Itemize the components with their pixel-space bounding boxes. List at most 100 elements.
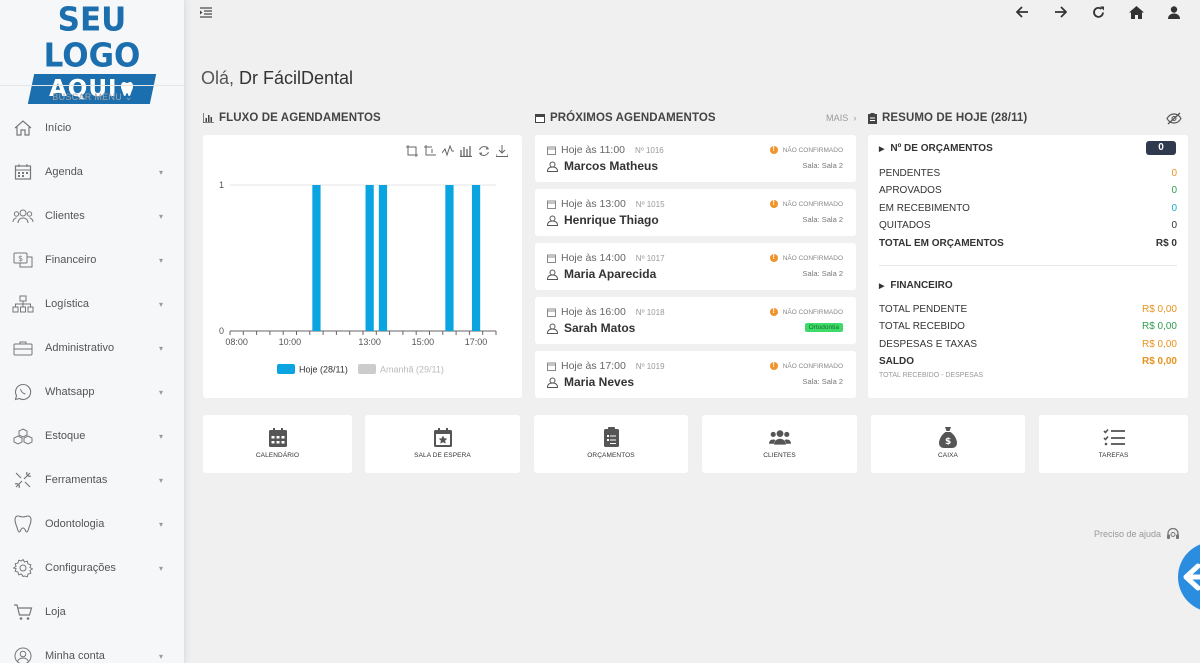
sidebar-item-logistica[interactable]: Logística ▾ [0, 282, 184, 326]
summary-row-em-recebimento: EM RECEBIMENTO 0 [879, 203, 1177, 214]
legend-label: Amanhã (29/11) [380, 365, 444, 375]
appointment-patient: Maria Neves [547, 375, 634, 389]
headset-icon [1167, 527, 1179, 539]
row-label: QUITADOS [879, 220, 931, 231]
sidebar-item-administrativo[interactable]: Administrativo ▾ [0, 326, 184, 370]
shortcut-clientes[interactable]: CLIENTES [702, 415, 857, 473]
sidebar-item-label: Odontologia [45, 518, 105, 530]
appointment-number: Nº 1019 [635, 361, 665, 371]
shortcut-sala-de-espera[interactable]: SALA DE ESPERA [365, 415, 520, 473]
mais-link[interactable]: MAIS › [826, 113, 857, 123]
sidebar-item-minha-conta[interactable]: Minha conta ▾ [0, 634, 184, 663]
appointment-time: Hoje às 14:00 Nº 1017 [547, 252, 665, 264]
appointment-card[interactable]: Hoje às 14:00 Nº 1017 Maria Aparecida ! N… [535, 243, 856, 290]
appointment-number: Nº 1017 [635, 253, 665, 263]
users-icon [768, 426, 791, 448]
alert-icon: ! [769, 308, 778, 316]
sidebar-item-loja[interactable]: Loja [0, 590, 184, 634]
greeting: Olá, Dr FácilDental [201, 68, 353, 89]
fluxo-title: FLUXO DE AGENDAMENTOS [219, 112, 381, 124]
appointment-time: Hoje às 17:00 Nº 1019 [547, 360, 665, 372]
row-label: TOTAL PENDENTE [879, 304, 968, 315]
shortcut-calendario[interactable]: CALENDÁRIO [203, 415, 352, 473]
sidebar-item-agenda[interactable]: Agenda ▾ [0, 150, 184, 194]
caret-down-icon: ▾ [158, 299, 163, 309]
home-icon[interactable] [1128, 4, 1144, 20]
alert-icon: ! [769, 362, 778, 370]
task-list-icon [1102, 426, 1125, 448]
chevron-right-icon: › [853, 113, 857, 123]
logo[interactable]: SEU LOGO AQUI [27, 1, 157, 104]
cart-icon [12, 601, 34, 623]
calendar-icon [547, 200, 556, 209]
restore-icon[interactable] [478, 145, 490, 157]
help-link[interactable]: Preciso de ajuda [1094, 527, 1180, 541]
shortcut-tarefas[interactable]: TAREFAS [1039, 415, 1188, 473]
shortcut-label: CAIXA [937, 452, 958, 459]
appointment-number: Nº 1015 [635, 199, 665, 209]
resumo-header: RESUMO DE HOJE (28/11) [868, 112, 1027, 124]
download-icon[interactable] [496, 145, 508, 157]
sidebar-item-inicio[interactable]: Início [0, 106, 184, 150]
logo-line1: SEU LOGO [43, 1, 141, 75]
orcamentos-toggle[interactable]: ▶ Nº DE ORÇAMENTOS [879, 143, 993, 154]
help-label: Preciso de ajuda [1093, 529, 1161, 539]
user-icon [547, 323, 558, 334]
fluxo-chart-card: 0 1 08:00 10:00 13:00 15:00 17:00 Hoje (28/11) A… [203, 135, 522, 398]
row-value: 0 [1171, 220, 1177, 231]
appointment-time-text: Hoje às 17:00 [561, 360, 626, 372]
row-label: EM RECEBIMENTO [879, 203, 970, 214]
appointment-status-text: NÃO CONFIRMADO [782, 200, 843, 208]
caret-down-icon: ▾ [158, 343, 163, 353]
appointment-card[interactable]: Hoje às 17:00 Nº 1019 Maria Neves ! NÃO C… [535, 351, 856, 398]
appointment-status: ! NÃO CONFIRMADO [769, 362, 843, 370]
eye-slash-icon[interactable] [1166, 112, 1182, 130]
forward-arrow-icon[interactable] [1052, 4, 1068, 20]
sidebar-item-configuracoes[interactable]: Configurações ▾ [0, 546, 184, 590]
shortcut-caixa[interactable]: $ CAIXA [871, 415, 1025, 473]
financeiro-toggle[interactable]: ▶ FINANCEIRO [879, 280, 953, 291]
zoom-reset-icon[interactable] [424, 145, 436, 157]
user-icon [547, 269, 558, 280]
sidebar-item-label: Administrativo [45, 342, 115, 354]
appointment-card[interactable]: Hoje às 13:00 Nº 1015 Henrique Thiago ! N… [535, 189, 856, 236]
appointment-status: ! NÃO CONFIRMADO [769, 254, 843, 262]
row-value: 0 [1171, 168, 1177, 179]
sidebar-item-whatsapp[interactable]: Whatsapp ▾ [0, 370, 184, 414]
sidebar-item-odontologia[interactable]: Odontologia ▾ [0, 502, 184, 546]
appointment-card[interactable]: Hoje às 16:00 Nº 1018 Sarah Matos ! NÃO C… [535, 297, 856, 344]
x-tick-label: 15:00 [412, 337, 435, 347]
line-chart-icon[interactable] [442, 145, 454, 157]
summary-row-total-pendente: TOTAL PENDENTE R$ 0,00 [879, 304, 1177, 315]
row-label: DESPESAS E TAXAS [879, 339, 978, 350]
summary-row-pendentes: PENDENTES 0 [879, 168, 1177, 179]
caret-down-icon: ▾ [158, 255, 163, 265]
sidebar-item-estoque[interactable]: Estoque ▾ [0, 414, 184, 458]
floating-back-button[interactable] [1178, 542, 1200, 612]
sidebar-item-label: Início [45, 122, 72, 134]
appointment-patient: Henrique Thiago [547, 213, 659, 227]
refresh-icon[interactable] [1090, 4, 1106, 20]
bar [312, 185, 321, 331]
appointment-patient: Maria Aparecida [547, 267, 656, 281]
bar-chart-icon[interactable] [460, 145, 472, 157]
appointment-card[interactable]: Hoje às 11:00 Nº 1016 Marcos Matheus ! NÃ… [535, 135, 856, 182]
appointment-time-text: Hoje às 16:00 [561, 306, 626, 318]
summary-row-aprovados: APROVADOS 0 [879, 185, 1177, 196]
row-label: SALDO [879, 356, 914, 367]
row-value: R$ 0,00 [1141, 321, 1177, 332]
row-label: APROVADOS [879, 185, 942, 196]
search-menu-button[interactable]: BUSCAR MENU ⌄ [0, 92, 184, 103]
sidebar-item-ferramentas[interactable]: Ferramentas ▾ [0, 458, 184, 502]
sidebar-item-clientes[interactable]: Clientes ▾ [0, 194, 184, 238]
user-icon[interactable] [1166, 4, 1182, 20]
menu-toggle-icon[interactable] [200, 5, 214, 19]
appointment-patient-name: Henrique Thiago [564, 213, 659, 227]
back-arrow-icon[interactable] [1014, 4, 1030, 20]
sidebar-item-financeiro[interactable]: $ Financeiro ▾ [0, 238, 184, 282]
appointment-room: Sala: Sala 2 [802, 215, 843, 224]
shortcut-orcamentos[interactable]: ORÇAMENTOS [534, 415, 688, 473]
row-value: R$ 0,00 [1141, 339, 1177, 350]
crop-zoom-icon[interactable] [406, 145, 418, 157]
calendar-icon [547, 254, 556, 263]
